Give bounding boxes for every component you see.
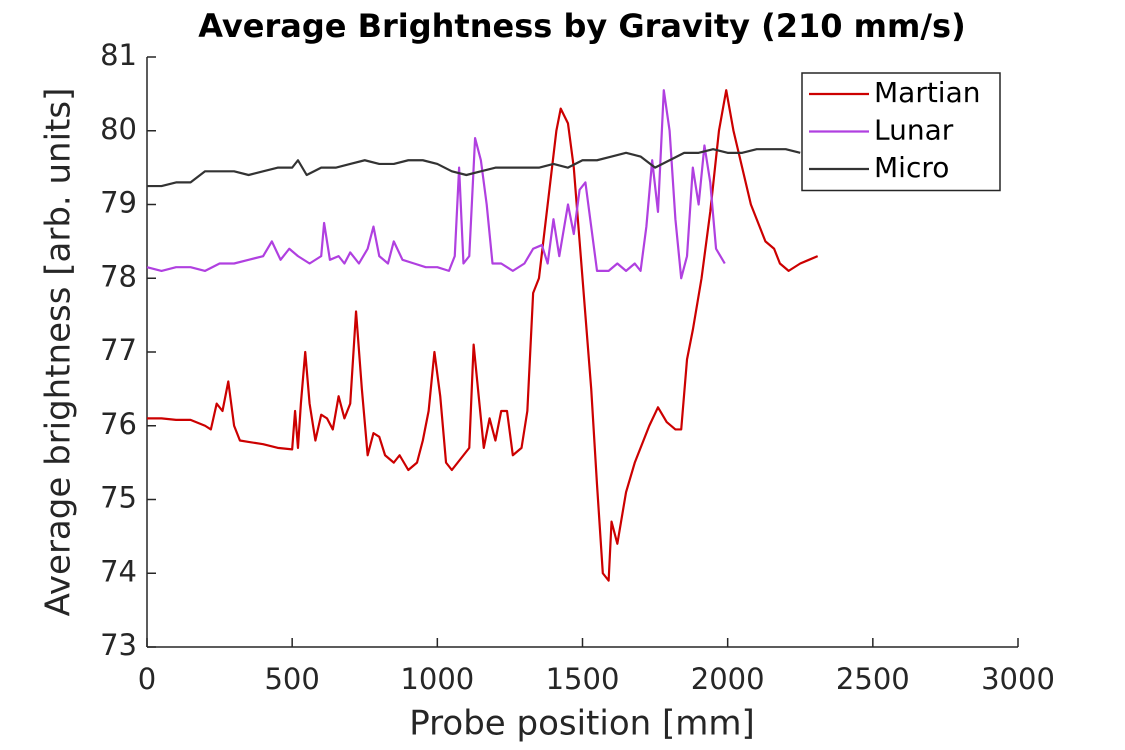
y-tick-label: 80	[100, 112, 137, 146]
legend-label: Martian	[874, 76, 981, 109]
y-tick-label: 79	[100, 186, 137, 220]
x-axis-label: Probe position [mm]	[409, 704, 755, 744]
y-tick-label: 81	[100, 38, 137, 72]
legend-label: Lunar	[874, 114, 954, 147]
x-tick-label: 2500	[836, 662, 910, 696]
x-tick-label: 3000	[981, 662, 1055, 696]
y-tick-label: 74	[100, 554, 137, 588]
x-tick-label: 0	[138, 662, 156, 696]
y-axis-label: Average brightness [arb. units]	[39, 88, 79, 617]
x-tick-label: 2000	[691, 662, 765, 696]
y-tick-label: 73	[100, 628, 137, 662]
x-tick-label: 500	[264, 662, 319, 696]
y-tick-label: 78	[100, 259, 137, 293]
data-line	[147, 148, 801, 188]
data-line	[146, 89, 726, 280]
x-tick-label: 1500	[546, 662, 620, 696]
y-tick-label: 75	[100, 481, 137, 515]
legend: Martian Lunar Micro	[801, 72, 1001, 192]
chart-title: Average Brightness by Gravity (210 mm/s)	[198, 7, 965, 45]
legend-label: Micro	[874, 151, 949, 184]
data-line	[147, 89, 819, 582]
y-tick-label: 77	[100, 333, 137, 367]
y-tick-label: 76	[100, 407, 137, 441]
x-tick-label: 1000	[400, 662, 474, 696]
